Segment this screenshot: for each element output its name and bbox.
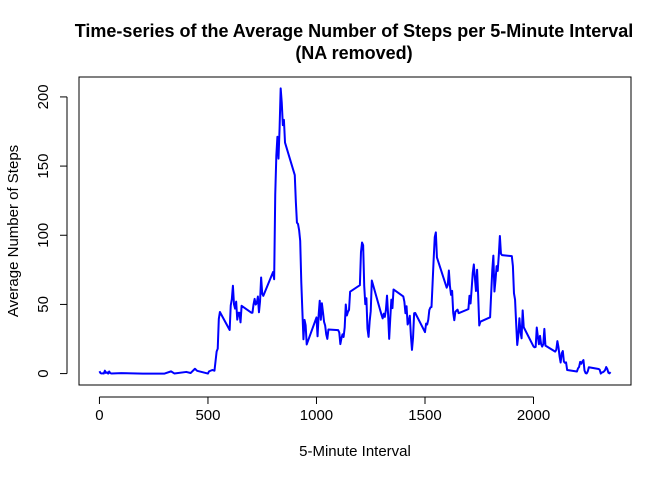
y-tick-label: 50 — [35, 296, 52, 313]
x-tick-label: 1500 — [408, 407, 441, 424]
x-axis-title: 5-Minute Interval — [299, 443, 411, 460]
x-tick-label: 1000 — [300, 407, 333, 424]
data-line — [98, 87, 612, 375]
y-tick-label: 150 — [35, 154, 52, 179]
y-tick-label: 0 — [35, 369, 52, 377]
chart-title: Time-series of the Average Number of Ste… — [75, 21, 633, 41]
x-tick-label: 500 — [195, 407, 220, 424]
y-tick-label: 100 — [35, 223, 52, 248]
y-tick-label: 200 — [35, 84, 52, 109]
chart-subtitle: (NA removed) — [295, 43, 412, 63]
x-tick-label: 0 — [95, 407, 103, 424]
plot-box — [78, 76, 632, 386]
y-axis-title: Average Number of Steps — [5, 145, 22, 317]
x-tick-label: 2000 — [517, 407, 550, 424]
